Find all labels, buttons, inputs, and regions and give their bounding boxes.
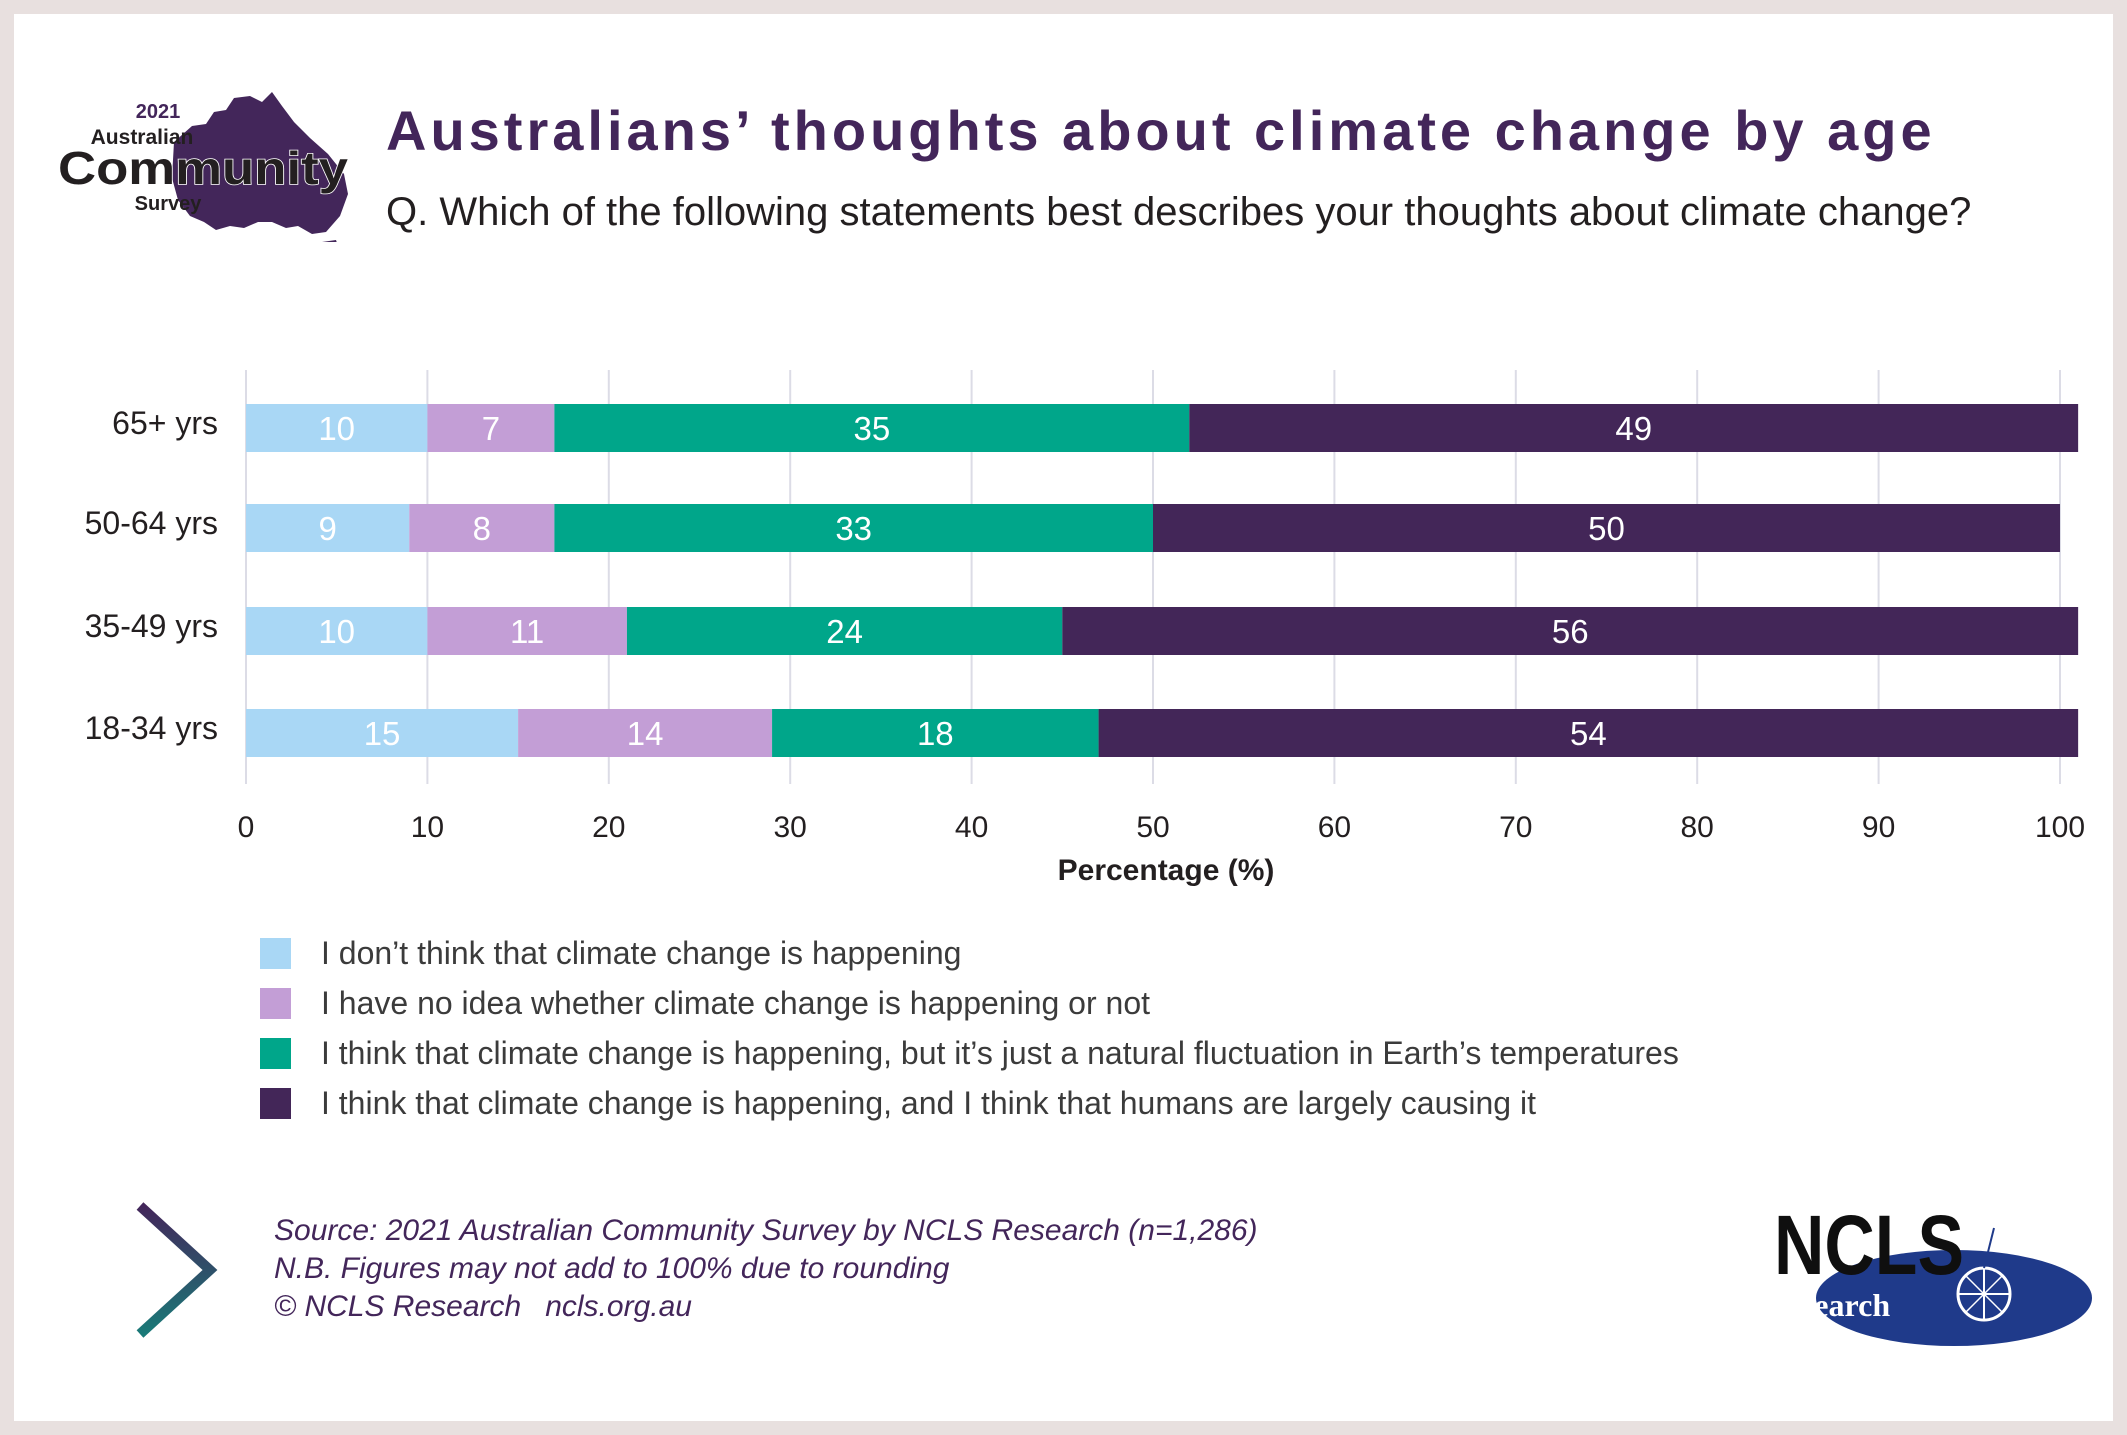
bar-segment: [554, 504, 1153, 552]
ncls-subtitle: research: [1774, 1287, 1890, 1323]
legend-item: I think that climate change is happening…: [260, 1028, 1679, 1078]
category-label: 65+ yrs: [112, 405, 218, 441]
data-label: 24: [826, 613, 863, 650]
data-label: 50: [1588, 510, 1625, 547]
data-label: 11: [510, 613, 544, 650]
logo-line2: Community: [58, 142, 348, 194]
legend-swatch: [260, 1037, 291, 1069]
x-axis-ticks: 0 10 20 30 40 50 60 70 80 90 100: [238, 811, 2085, 844]
bar-segment: [246, 504, 410, 552]
bar-segment: [246, 607, 428, 655]
data-label: 14: [627, 715, 664, 752]
australia-map-icon: [172, 92, 348, 242]
data-label: 7: [482, 410, 500, 447]
stacked-bar-chart: 10 7 35 49 9 8 33 50 10 11 24 56 15 14 18 54 65+ yrs 50-…: [85, 370, 2085, 887]
legend-item: I don’t think that climate change is hap…: [260, 928, 1679, 978]
bar-segment: [1098, 709, 2079, 757]
bar-segment: [1189, 404, 2079, 452]
x-tick-label: 40: [955, 811, 988, 844]
legend-label: I have no idea whether climate change is…: [321, 984, 1150, 1021]
bar-segment: [246, 404, 428, 452]
ncls-research-logo: NCLS research: [1774, 1198, 2092, 1346]
compass-icon: [1956, 1227, 2012, 1322]
x-tick-label: 100: [2035, 811, 2085, 844]
copyright-line: © NCLS Research ncls.org.au: [274, 1288, 1258, 1326]
x-axis-label: Percentage (%): [1058, 854, 1275, 887]
data-label: 18: [917, 715, 954, 752]
x-tick-label: 10: [411, 811, 444, 844]
data-label: 35: [853, 410, 890, 447]
bar-segment: [772, 709, 1099, 757]
logo-line3: Survey: [135, 193, 203, 215]
category-labels: 65+ yrs 50-64 yrs 35-49 yrs 18-34 yrs: [85, 405, 218, 746]
logo-line1: Australian: [91, 126, 194, 149]
legend: I don’t think that climate change is hap…: [260, 928, 1679, 1128]
x-tick-label: 90: [1862, 811, 1895, 844]
data-label: 9: [318, 510, 336, 547]
bar-segment: [427, 607, 627, 655]
category-label: 50-64 yrs: [85, 505, 218, 541]
bar-segment: [427, 404, 555, 452]
australian-community-survey-logo: 2021 Australian Community Survey: [57, 92, 349, 242]
x-tick-label: 20: [592, 811, 625, 844]
bar-segment: [1153, 504, 2060, 552]
website-link[interactable]: ncls.org.au: [545, 1290, 692, 1323]
legend-item: I have no idea whether climate change is…: [260, 978, 1679, 1028]
legend-label: I think that climate change is happening…: [321, 1084, 1536, 1121]
logo-year: 2021: [136, 101, 181, 123]
rounding-note: N.B. Figures may not add to 100% due to …: [274, 1252, 950, 1285]
x-tick-label: 30: [774, 811, 807, 844]
chevron-right-icon: [136, 1202, 218, 1338]
survey-question: Q. Which of the following statements bes…: [386, 190, 1972, 234]
bar-segment: [409, 504, 555, 552]
infographic-card: 2021 Australian Community Survey Austral…: [14, 14, 2113, 1421]
legend-swatch: [260, 987, 291, 1019]
copyright-text: © NCLS Research: [274, 1290, 522, 1323]
x-tick-label: 50: [1136, 811, 1169, 844]
category-label: 18-34 yrs: [85, 710, 218, 746]
bar-segment: [554, 404, 1190, 452]
data-label: 8: [473, 510, 491, 547]
x-tick-label: 70: [1499, 811, 1532, 844]
bar-segment: [246, 709, 519, 757]
data-label: 49: [1615, 410, 1652, 447]
category-label: 35-49 yrs: [85, 608, 218, 644]
legend-label: I think that climate change is happening…: [321, 1034, 1679, 1071]
legend-item: I think that climate change is happening…: [260, 1078, 1679, 1128]
ncls-wordmark: NCLS: [1774, 1198, 1964, 1292]
source-line: Source: 2021 Australian Community Survey…: [274, 1214, 1258, 1247]
x-tick-label: 80: [1681, 811, 1714, 844]
page-title: Australians’ thoughts about climate chan…: [386, 99, 1936, 162]
data-label: 15: [364, 715, 401, 752]
bar-segment: [1062, 607, 2079, 655]
legend-label: I don’t think that climate change is hap…: [321, 934, 962, 971]
bar-segment: [626, 607, 1063, 655]
source-notes: Source: 2021 Australian Community Survey…: [274, 1212, 1258, 1326]
x-tick-label: 0: [238, 811, 255, 844]
x-tick-label: 60: [1318, 811, 1351, 844]
data-label: 56: [1552, 613, 1589, 650]
data-label: 10: [318, 410, 355, 447]
legend-swatch: [260, 1087, 291, 1119]
bars: 10 7 35 49 9 8 33 50 10 11 24 56 15 14 18 54: [246, 404, 2079, 757]
data-label: 33: [835, 510, 872, 547]
bar-segment: [518, 709, 773, 757]
data-label: 10: [318, 613, 355, 650]
data-label: 54: [1570, 715, 1607, 752]
legend-swatch: [260, 937, 291, 969]
logo-ellipse: [1816, 1250, 2092, 1346]
